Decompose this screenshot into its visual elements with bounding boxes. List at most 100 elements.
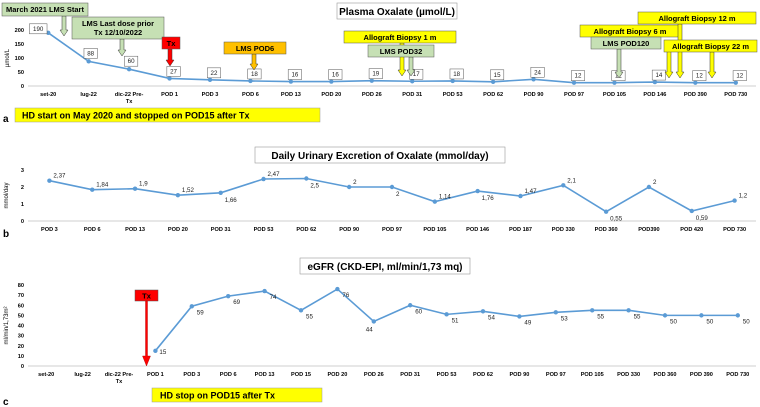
b-data-point	[132, 186, 138, 191]
a-data-point	[329, 79, 334, 84]
annotation-label: Allograft Biopsy 6 m	[594, 27, 667, 36]
annotation-label: LMS Last dose prior Tx 12/10/2022	[82, 19, 154, 37]
b-data-point	[261, 176, 266, 182]
b-xtick: POD 420	[680, 227, 703, 233]
a-data-label: 24	[534, 69, 541, 76]
c-xtick: POD 1	[147, 372, 164, 378]
a-xtick: POD 6	[242, 92, 259, 98]
b-ytick: 1	[21, 202, 24, 208]
a-data-point	[86, 59, 91, 64]
b-data-label: 1,14	[439, 194, 452, 201]
c-xtick: POD 62	[473, 372, 493, 378]
urinary-oxalate-chart: Daily Urinary Excretion of Oxalate (mmol…	[3, 146, 756, 240]
b-xtick: POD 97	[382, 227, 402, 233]
c-data-point	[408, 303, 413, 308]
a-xtick: POD 31	[402, 92, 422, 98]
c-data-label: 59	[197, 309, 204, 316]
a-xtick: POD 3	[202, 92, 219, 98]
b-xtick: POD 105	[423, 227, 446, 233]
b-xtick: POD 31	[211, 227, 231, 233]
b-data-point	[47, 178, 52, 183]
a-data-label: 88	[87, 50, 94, 57]
c-data-point	[662, 313, 668, 318]
panel-a-label: a	[3, 114, 9, 125]
a-data-point	[369, 78, 374, 83]
b-data-label: 1,2	[739, 193, 748, 200]
b-xtick: POD390	[638, 227, 659, 233]
a-data-label-box	[692, 70, 707, 81]
c-data-label: 50	[670, 318, 677, 325]
c-xtick: POD 13	[255, 372, 275, 378]
c-data-label: 55	[634, 313, 641, 320]
c-data-point	[226, 293, 231, 299]
c-data-label: 55	[597, 313, 604, 320]
annotation-label: LMS POD120	[603, 39, 650, 48]
c-data-label: 53	[561, 315, 568, 322]
a-data-label: 190	[33, 26, 44, 33]
annotation-arrow	[614, 48, 624, 79]
chart-c-footnote-box	[151, 387, 323, 403]
c-xtick: dic-22 Pre-Tx	[105, 372, 134, 385]
c-data-label: 49	[524, 319, 531, 326]
a-data-label-box	[29, 23, 48, 35]
c-ytick: 80	[18, 283, 24, 289]
a-data-label-box	[571, 70, 585, 81]
c-xtick: POD 330	[617, 372, 640, 378]
b-data-label: 1,76	[482, 195, 495, 202]
b-data-label: 1,47	[524, 188, 537, 195]
c-data-label: 15	[159, 349, 166, 356]
c-data-point	[298, 308, 304, 313]
a-data-point	[531, 77, 536, 82]
a-data-point	[693, 80, 698, 85]
chart-b-title-box	[254, 146, 506, 164]
a-xtick: POD 97	[564, 92, 584, 98]
b-data-point	[346, 184, 352, 190]
annotation-arrow	[165, 48, 175, 67]
c-ytick: 30	[18, 334, 24, 340]
a-ytick: 200	[15, 28, 24, 34]
c-xtick: POD 390	[690, 372, 713, 378]
b-data-label: 2,5	[310, 183, 319, 190]
b-xtick: POD 53	[254, 227, 274, 233]
a-data-point	[410, 79, 415, 84]
b-data-label: 2	[353, 179, 357, 186]
a-data-label: 16	[291, 72, 298, 79]
a-xtick: POD 62	[483, 92, 503, 98]
a-xtick: POD 13	[281, 92, 301, 98]
c-data-point	[153, 348, 158, 354]
b-xtick: POD 146	[466, 227, 489, 233]
a-ylabel: µmol/L	[5, 48, 11, 67]
a-xtick: POD 90	[524, 92, 544, 98]
a-data-point	[248, 78, 253, 84]
a-ytick: 50	[18, 70, 24, 76]
plasma-oxalate-chart: Plasma Oxalate (µmol/L) a 0 50 100 150 200 µm…	[1, 2, 758, 125]
chart-a-title-box	[336, 2, 458, 20]
a-data-label-box	[530, 67, 545, 78]
chart-a-annotations: March 2021 LMS Start LMS Last dose prior T…	[1, 2, 758, 79]
c-data-label: 76	[342, 292, 349, 299]
c-ytick: 50	[18, 313, 24, 319]
c-data-label: 69	[233, 299, 240, 306]
b-data-point	[90, 187, 95, 192]
c-ytick: 40	[18, 324, 24, 330]
b-data-point	[646, 184, 652, 190]
chart-b-axes: 0 1 2 3 mmol/day POD 3 POD 6 POD 13 POD 20 POD 31…	[4, 168, 756, 233]
c-xtick: POD 53	[437, 372, 457, 378]
b-data-point	[218, 190, 223, 195]
b-xtick: POD 730	[723, 227, 746, 233]
a-data-label: 19	[372, 71, 379, 78]
b-series-line	[49, 177, 735, 213]
c-xtick: POD 97	[546, 372, 566, 378]
c-data-point	[335, 286, 340, 292]
c-data-point	[553, 310, 558, 315]
annotation-box	[161, 36, 181, 50]
annotation-label: Tx	[142, 292, 152, 301]
chart-a-series: 1908860272218161619171815241212141212	[29, 23, 747, 85]
b-data-label: 2	[396, 191, 400, 198]
annotation-label: Allograft Biopsy 12 m	[658, 14, 735, 23]
c-xtick: POD 26	[364, 372, 384, 378]
a-xtick: POD 53	[443, 92, 463, 98]
a-ytick: 0	[21, 84, 24, 90]
a-data-label-box	[207, 67, 221, 79]
c-data-label: 51	[452, 317, 459, 324]
